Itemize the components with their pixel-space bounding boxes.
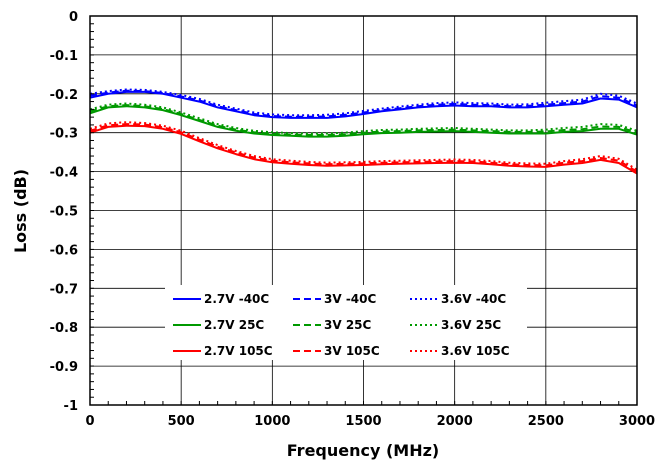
x-tick-label: 1500 xyxy=(345,414,381,429)
legend-box xyxy=(165,285,527,360)
series-line xyxy=(89,123,638,173)
y-tick-label: 0 xyxy=(69,10,78,25)
legend-label: 3.6V -40C xyxy=(441,292,506,306)
y-tick-labels: 0 -0.1 -0.2 -0.3 -0.4 -0.5 -0.6 -0.7 -0.8 -0.9 -1 xyxy=(50,10,78,414)
y-tick-label: -0.6 xyxy=(50,243,78,258)
x-tick-label: 500 xyxy=(168,414,195,429)
x-tick-label: 1000 xyxy=(254,414,290,429)
y-tick-label: -0.1 xyxy=(50,49,78,64)
y-tick-label: -0.5 xyxy=(50,205,78,220)
y-tick-label: -1 xyxy=(64,399,78,414)
x-tick-label: 2500 xyxy=(528,414,564,429)
y-axis-title: Loss (dB) xyxy=(11,169,30,253)
x-tick-label: 2000 xyxy=(437,414,473,429)
x-axis-title: Frequency (MHz) xyxy=(287,441,439,460)
legend-label: 2.7V -40C xyxy=(204,292,269,306)
legend-label: 3V 105C xyxy=(324,344,380,358)
y-tick-label: -0.8 xyxy=(50,321,78,336)
series-line xyxy=(89,90,638,119)
legend-label: 2.7V 25C xyxy=(204,318,264,332)
y-tick-label: -0.2 xyxy=(50,88,78,103)
series-line xyxy=(89,124,638,175)
y-tick-label: -0.7 xyxy=(50,282,78,297)
x-tick-labels: 0 500 1000 1500 2000 2500 3000 xyxy=(85,414,655,429)
series-line xyxy=(89,88,638,117)
axis-ticks xyxy=(89,15,638,406)
x-tick-label: 3000 xyxy=(619,414,655,429)
series-lines xyxy=(89,88,638,175)
x-tick-label: 0 xyxy=(85,414,94,429)
series-line xyxy=(89,102,638,135)
legend-label: 3.6V 105C xyxy=(441,344,510,358)
legend-label: 3.6V 25C xyxy=(441,318,501,332)
series-line xyxy=(89,104,638,136)
legend-label: 3V -40C xyxy=(324,292,376,306)
series-line xyxy=(89,105,638,138)
series-line xyxy=(89,89,638,118)
legend-label: 2.7V 105C xyxy=(204,344,273,358)
y-tick-label: -0.9 xyxy=(50,360,78,375)
legend: 2.7V -40C 3V -40C 3.6V -40C 2.7V 25C 3V 25C 3… xyxy=(165,285,527,360)
y-tick-label: -0.3 xyxy=(50,127,78,142)
y-tick-label: -0.4 xyxy=(50,166,78,181)
legend-label: 3V 25C xyxy=(324,318,372,332)
